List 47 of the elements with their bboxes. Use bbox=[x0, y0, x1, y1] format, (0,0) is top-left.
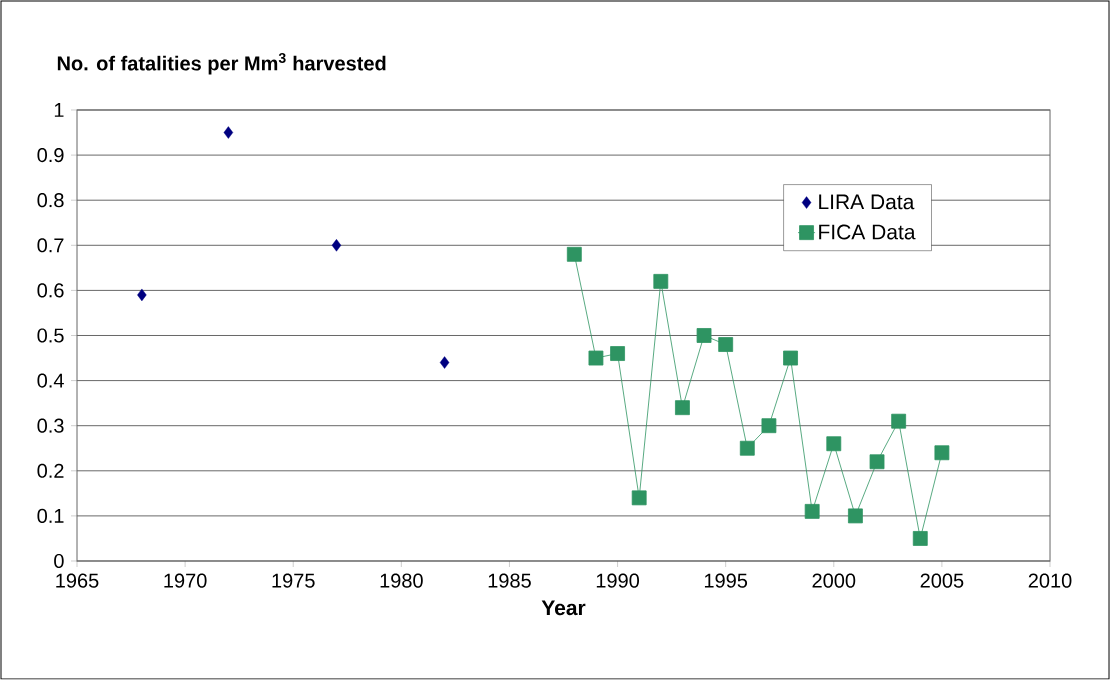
y-tick-label: 0.6 bbox=[37, 283, 64, 298]
point bbox=[912, 531, 928, 546]
point bbox=[331, 239, 342, 252]
y-tick-label: 0.3 bbox=[37, 418, 64, 433]
point bbox=[566, 246, 582, 262]
y-tick-label: 0.1 bbox=[37, 508, 64, 523]
point bbox=[826, 436, 842, 452]
point bbox=[631, 490, 647, 506]
x-tick-label: 1995 bbox=[704, 573, 748, 588]
x-tick-label: 1970 bbox=[164, 573, 207, 588]
point bbox=[891, 413, 907, 429]
y-tick-label: 0.2 bbox=[37, 463, 64, 478]
x-tick-label: 2010 bbox=[1028, 573, 1072, 588]
x-tick-label: 2000 bbox=[812, 573, 856, 588]
point bbox=[696, 328, 712, 343]
x-tick-label: 1980 bbox=[380, 573, 423, 588]
legend-label: FICA Data bbox=[819, 224, 916, 240]
legend-label: LIRA Data bbox=[819, 194, 915, 210]
y-tick-label: 0.9 bbox=[37, 148, 64, 163]
y-tick-label: 0.5 bbox=[37, 328, 64, 343]
x-tick-label: 1975 bbox=[272, 573, 315, 588]
point bbox=[718, 337, 734, 352]
point bbox=[588, 350, 604, 366]
point bbox=[848, 508, 863, 524]
point bbox=[675, 400, 690, 416]
point bbox=[739, 440, 755, 456]
point bbox=[223, 126, 234, 139]
x-tick-label: 2005 bbox=[920, 573, 964, 588]
x-tick-label: 1985 bbox=[488, 573, 531, 588]
y-tick-label: 0.4 bbox=[37, 373, 64, 388]
y-tick-label: 0.7 bbox=[37, 238, 64, 253]
point bbox=[869, 454, 885, 470]
point bbox=[653, 273, 669, 289]
x-tick-label: 1990 bbox=[596, 573, 640, 588]
point bbox=[761, 418, 777, 434]
x-tick-label: 1965 bbox=[56, 573, 99, 588]
y-tick-label: 0 bbox=[54, 553, 64, 569]
point bbox=[439, 356, 450, 369]
y-tick-label: 1 bbox=[54, 103, 64, 117]
point bbox=[804, 503, 820, 519]
x-axis-title: Year bbox=[541, 600, 586, 616]
point bbox=[610, 346, 625, 361]
point bbox=[137, 288, 147, 302]
y-tick-label: 0.8 bbox=[37, 193, 64, 208]
point bbox=[934, 445, 950, 461]
point bbox=[783, 350, 798, 366]
y-axis-title: No. of fatalities per Mm$^{3}$ harvested bbox=[57, 53, 386, 75]
